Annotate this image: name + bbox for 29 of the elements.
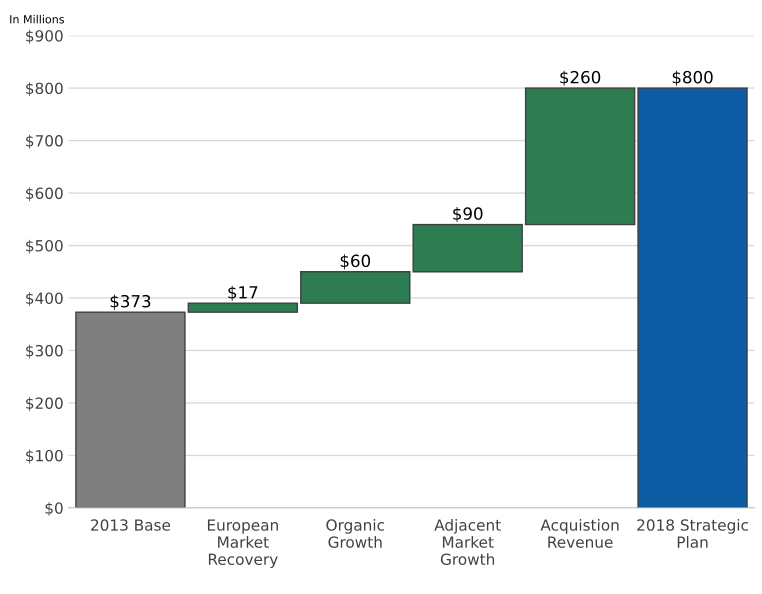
data-label: $17	[228, 286, 258, 301]
text: In Millions	[10, 14, 64, 24]
x-tick-label: 2018 Strategic Plan	[637, 518, 748, 548]
y-tick-label: $600	[26, 187, 63, 202]
data-label: $800	[672, 70, 713, 86]
y-tick-label: $700	[26, 134, 63, 149]
data-label: $60	[340, 254, 370, 270]
y-tick-label: $200	[26, 397, 63, 411]
y-tick-label: $500	[26, 240, 63, 254]
x-tick-label: European Market Recovery	[208, 519, 278, 568]
y-tick-label: $800	[26, 82, 63, 96]
bar	[637, 87, 748, 508]
y-tick-label: $400	[26, 292, 63, 306]
data-label: $373	[110, 294, 150, 310]
x-tick-label: Organic Growth	[326, 518, 384, 548]
bar	[524, 87, 636, 226]
x-tick-label: Adjacent Market Growth	[434, 518, 501, 566]
x-tick-label: Acquistion Revenue	[540, 518, 619, 548]
y-tick-label: $0	[46, 502, 63, 516]
bar	[75, 311, 186, 508]
bar	[300, 271, 410, 304]
x-tick-label: 2013 Base	[91, 519, 170, 531]
data-label: $260	[560, 70, 600, 86]
bar	[412, 224, 523, 272]
data-label: $90	[453, 207, 482, 222]
bar	[188, 302, 298, 313]
y-tick-label: $900	[26, 30, 63, 44]
y-tick-label: $300	[26, 344, 63, 359]
y-tick-label: $100	[26, 450, 63, 464]
